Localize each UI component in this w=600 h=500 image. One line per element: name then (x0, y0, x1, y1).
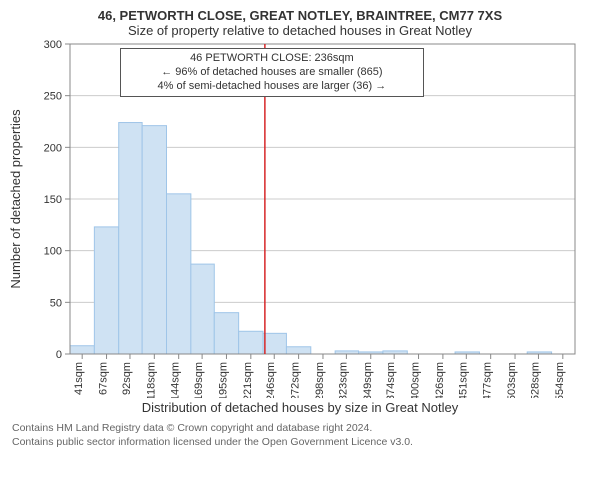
svg-text:Number of detached properties: Number of detached properties (8, 109, 23, 289)
svg-text:144sqm: 144sqm (170, 362, 182, 398)
footer-line: Contains public sector information licen… (12, 435, 588, 449)
svg-text:246sqm: 246sqm (265, 362, 277, 398)
svg-text:0: 0 (56, 349, 62, 361)
svg-text:41sqm: 41sqm (73, 362, 85, 395)
svg-text:528sqm: 528sqm (529, 362, 541, 398)
page-title: 46, PETWORTH CLOSE, GREAT NOTLEY, BRAINT… (0, 8, 600, 23)
svg-text:272sqm: 272sqm (290, 362, 302, 398)
svg-text:451sqm: 451sqm (457, 362, 469, 398)
svg-text:200: 200 (44, 142, 62, 154)
annotation-line: 46 PETWORTH CLOSE: 236sqm (127, 52, 417, 66)
annotation-line: 4% of semi-detached houses are larger (3… (127, 80, 417, 94)
svg-text:169sqm: 169sqm (193, 362, 205, 398)
svg-text:426sqm: 426sqm (434, 362, 446, 398)
svg-text:349sqm: 349sqm (362, 362, 374, 398)
svg-text:100: 100 (44, 246, 62, 258)
svg-text:374sqm: 374sqm (385, 362, 397, 398)
svg-text:195sqm: 195sqm (217, 362, 229, 398)
svg-text:554sqm: 554sqm (554, 362, 566, 398)
svg-text:477sqm: 477sqm (482, 362, 494, 398)
svg-text:118sqm: 118sqm (145, 362, 157, 398)
svg-text:300: 300 (44, 39, 62, 51)
x-axis-label: Distribution of detached houses by size … (0, 400, 600, 415)
svg-text:50: 50 (50, 297, 62, 309)
page-subtitle: Size of property relative to detached ho… (0, 23, 600, 38)
annotation-box: 46 PETWORTH CLOSE: 236sqm ← 96% of detac… (120, 48, 424, 97)
svg-text:400sqm: 400sqm (410, 362, 422, 398)
svg-text:67sqm: 67sqm (98, 362, 110, 395)
svg-text:250: 250 (44, 91, 62, 103)
footer-line: Contains HM Land Registry data © Crown c… (12, 421, 588, 435)
svg-text:298sqm: 298sqm (314, 362, 326, 398)
svg-text:221sqm: 221sqm (242, 362, 254, 398)
svg-text:503sqm: 503sqm (506, 362, 518, 398)
svg-text:150: 150 (44, 194, 62, 206)
annotation-line: ← 96% of detached houses are smaller (86… (127, 66, 417, 80)
footer: Contains HM Land Registry data © Crown c… (0, 415, 600, 449)
svg-text:92sqm: 92sqm (121, 362, 133, 395)
svg-text:323sqm: 323sqm (337, 362, 349, 398)
chart-container: 0 50 100 150 200 250 300 41sqm 67sqm 92sqm 118sqm 1… (0, 38, 600, 398)
